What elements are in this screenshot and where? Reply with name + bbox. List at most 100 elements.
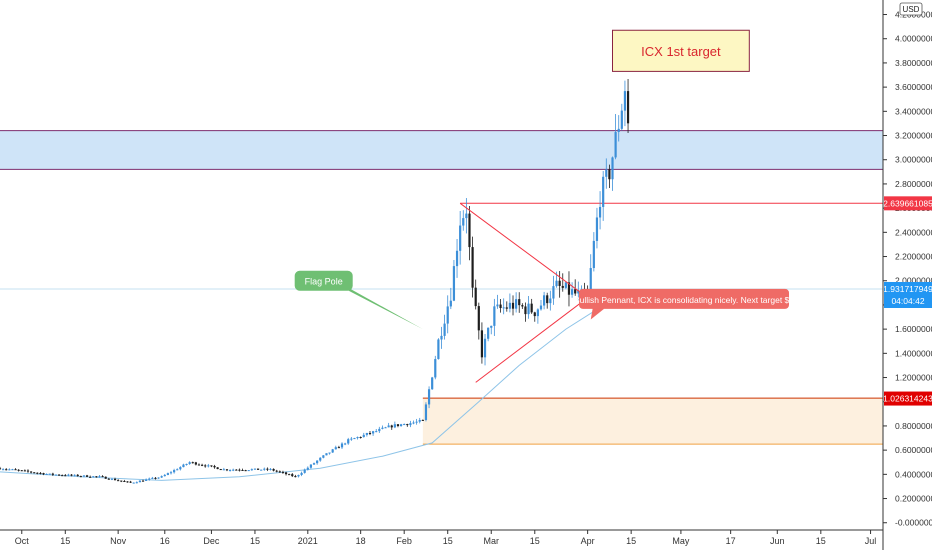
candle-body [89,476,92,478]
candle-body [533,312,536,317]
candle-body [266,468,269,470]
candle-body [605,169,608,177]
candle-body [446,306,449,324]
candle-body [483,338,487,358]
candle-body [443,323,446,336]
candle-body [247,470,250,472]
flag-pole-pointer [344,285,423,330]
candle-body [2,469,5,471]
first-target-box[interactable] [612,29,750,72]
candle-body [620,110,623,129]
candle-body [17,469,20,471]
candle-body [316,460,319,464]
candle-body [418,419,421,422]
candle-body [36,472,39,474]
pennant-upper-line [459,202,588,299]
candle-body [151,477,154,479]
candle-body [406,424,409,426]
candle-body [589,268,592,296]
candle-body [511,302,515,309]
candle-body [412,422,415,424]
candle-body [487,327,490,339]
candle-body [555,280,558,287]
candle-body [347,439,350,444]
candle-body [275,470,278,472]
candle-body [113,478,117,481]
y-tick-label: 3.200000000 [895,131,932,141]
flag-pole-callout[interactable] [294,270,353,291]
candle-body [235,469,238,471]
pennant-note-callout[interactable] [579,288,790,309]
time-axis-background[interactable] [0,530,883,550]
candle-body [490,325,493,328]
candle-body [356,437,359,439]
candle-body [166,473,169,475]
candle-body [477,306,480,331]
last-price-tag [884,281,932,308]
candle-body [368,432,372,434]
candle-body [253,468,257,470]
candle-body [518,299,521,306]
candle-body [437,339,440,360]
candle-body [539,305,543,310]
candle-body [602,176,605,207]
currency-badge[interactable] [899,2,923,16]
candle-body [110,478,114,480]
x-tick-label: 15 [816,536,826,546]
candle-body [325,453,328,456]
candle-body [85,475,89,477]
candle-body [200,464,204,466]
candle-body [306,467,309,470]
flag-pole-label: Flag Pole [305,277,343,287]
candle-body [194,462,197,465]
y-tick-label: 0.400000000 [895,469,932,479]
candle-body [362,434,365,438]
candle-body [452,266,456,301]
y-tick-label: 0.800000000 [895,421,932,431]
y-tick-label: 3.000000000 [895,155,932,165]
candle-body [543,295,546,306]
candle-body [51,473,54,475]
candle-body [499,304,502,309]
price-tag-label: 2.639661085 [883,198,932,208]
candle-body [291,474,294,477]
y-tick-label: 2.400000000 [895,227,932,237]
candle-body [387,425,390,428]
price-axis-background[interactable] [883,0,932,550]
candle-body [61,475,64,477]
x-tick-label: Oct [15,536,30,546]
x-tick-label: Jul [865,536,877,546]
candle-body [117,480,120,482]
candle-body [73,474,76,476]
candle-body [614,132,617,158]
candle-body [244,470,247,472]
candle-body [424,404,428,421]
first-target-label: ICX 1st target [641,44,721,59]
candle-body [409,423,412,426]
x-tick-label: Mar [483,536,499,546]
candle-body [608,169,611,180]
x-tick-label: Jun [770,536,785,546]
candle-body [474,287,477,307]
x-tick-label: Apr [581,536,595,546]
candle-body [549,298,552,304]
candle-body [353,438,356,440]
candle-body [309,464,313,468]
candle-body [14,469,17,471]
candle-body [256,468,260,470]
candle-body [493,306,496,326]
candle-body [403,424,406,426]
candle-body [250,469,253,471]
x-tick-label: 16 [160,536,170,546]
bar-countdown-label: 04:04:42 [891,296,924,306]
x-tick-label: May [672,536,690,546]
candle-body [141,480,145,482]
candle-body [471,247,474,288]
candle-body [101,476,104,478]
candle-body [623,91,627,111]
candle-body [431,377,434,390]
candle-body [297,474,300,477]
